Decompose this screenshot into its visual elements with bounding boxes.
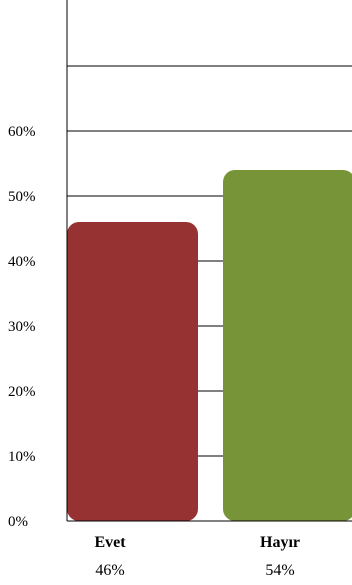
y-tick-label-40: 40% bbox=[8, 254, 36, 270]
x-category-label-1: Evet bbox=[94, 534, 126, 551]
axes bbox=[66, 0, 352, 522]
value-label-2: 54% bbox=[265, 562, 294, 579]
y-tick-label-20: 20% bbox=[8, 384, 36, 400]
y-tick-label-60: 60% bbox=[8, 124, 36, 140]
y-tick-label-0: 0% bbox=[8, 514, 28, 530]
value-label-1: 46% bbox=[95, 562, 124, 579]
bar-evet bbox=[67, 222, 198, 521]
bars bbox=[67, 170, 352, 521]
bar-hayır bbox=[223, 170, 352, 521]
x-category-label-2: Hayır bbox=[260, 534, 300, 551]
y-tick-label-10: 10% bbox=[8, 449, 36, 465]
y-tick-label-30: 30% bbox=[8, 319, 36, 335]
y-tick-label-50: 50% bbox=[8, 189, 36, 205]
labels: 0% 10% 20% 30% 40% 50% 60% Evet 46% Hayır 54% bbox=[8, 124, 300, 579]
